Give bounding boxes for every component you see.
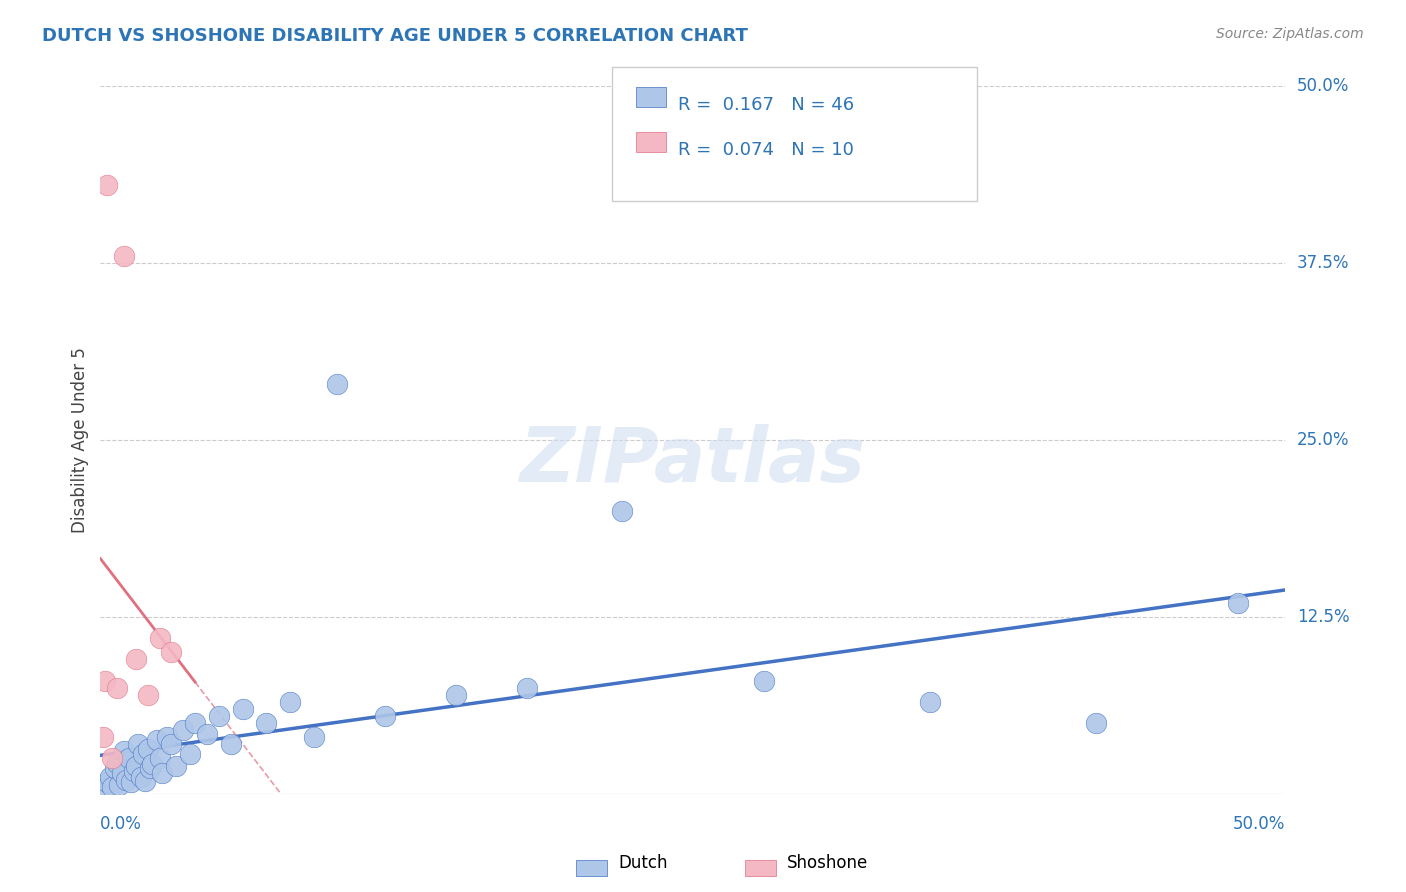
Point xyxy=(141,757,163,772)
Point xyxy=(101,780,124,794)
Text: 50.0%: 50.0% xyxy=(1298,78,1350,95)
Point xyxy=(136,688,159,702)
Point xyxy=(444,688,467,702)
Point xyxy=(134,774,156,789)
Point xyxy=(120,775,142,789)
Point xyxy=(94,781,117,796)
Point xyxy=(150,765,173,780)
Point xyxy=(149,631,172,645)
Text: DUTCH VS SHOSHONE DISABILITY AGE UNDER 5 CORRELATION CHART: DUTCH VS SHOSHONE DISABILITY AGE UNDER 5… xyxy=(42,27,748,45)
Point xyxy=(156,730,179,744)
Point xyxy=(122,764,145,779)
Point xyxy=(112,744,135,758)
Point xyxy=(136,741,159,756)
Point xyxy=(101,751,124,765)
Point xyxy=(1084,716,1107,731)
Text: Source: ZipAtlas.com: Source: ZipAtlas.com xyxy=(1216,27,1364,41)
Point xyxy=(302,730,325,744)
Point xyxy=(149,751,172,765)
Point xyxy=(125,758,148,772)
Point xyxy=(105,756,128,770)
Point xyxy=(96,775,118,789)
Text: 37.5%: 37.5% xyxy=(1298,254,1350,272)
Point xyxy=(326,376,349,391)
Point xyxy=(98,770,121,784)
Point xyxy=(232,702,254,716)
Text: Shoshone: Shoshone xyxy=(787,854,869,871)
Text: Dutch: Dutch xyxy=(619,854,668,871)
Text: R =  0.074   N = 10: R = 0.074 N = 10 xyxy=(678,141,853,159)
Point xyxy=(172,723,194,738)
Point xyxy=(219,737,242,751)
Point xyxy=(610,504,633,518)
Point xyxy=(112,249,135,263)
Point xyxy=(127,737,149,751)
Point xyxy=(374,709,396,723)
Point xyxy=(1226,596,1249,610)
Point xyxy=(118,751,141,765)
Point xyxy=(125,652,148,666)
Point xyxy=(105,681,128,695)
Text: 50.0%: 50.0% xyxy=(1233,815,1285,833)
Point xyxy=(179,747,201,761)
Point xyxy=(195,727,218,741)
Text: R =  0.167   N = 46: R = 0.167 N = 46 xyxy=(678,96,853,114)
Point xyxy=(103,761,125,775)
Point xyxy=(146,733,169,747)
Text: 0.0%: 0.0% xyxy=(100,815,142,833)
Point xyxy=(918,695,941,709)
Point xyxy=(139,761,162,775)
Point xyxy=(115,772,138,787)
Y-axis label: Disability Age Under 5: Disability Age Under 5 xyxy=(72,347,89,533)
Point xyxy=(108,778,131,792)
Point xyxy=(254,716,277,731)
Point xyxy=(165,758,187,772)
Text: ZIPatlas: ZIPatlas xyxy=(520,425,866,499)
Point xyxy=(208,709,231,723)
Point xyxy=(516,681,538,695)
Text: 25.0%: 25.0% xyxy=(1298,431,1350,449)
Point xyxy=(184,716,207,731)
Point xyxy=(94,673,117,688)
Point xyxy=(111,765,134,780)
Point xyxy=(132,747,155,761)
Point xyxy=(160,645,183,659)
Point xyxy=(129,770,152,784)
Point xyxy=(160,737,183,751)
Text: 12.5%: 12.5% xyxy=(1298,608,1350,626)
Point xyxy=(752,673,775,688)
Point xyxy=(96,178,118,193)
Point xyxy=(278,695,301,709)
Point xyxy=(91,730,114,744)
